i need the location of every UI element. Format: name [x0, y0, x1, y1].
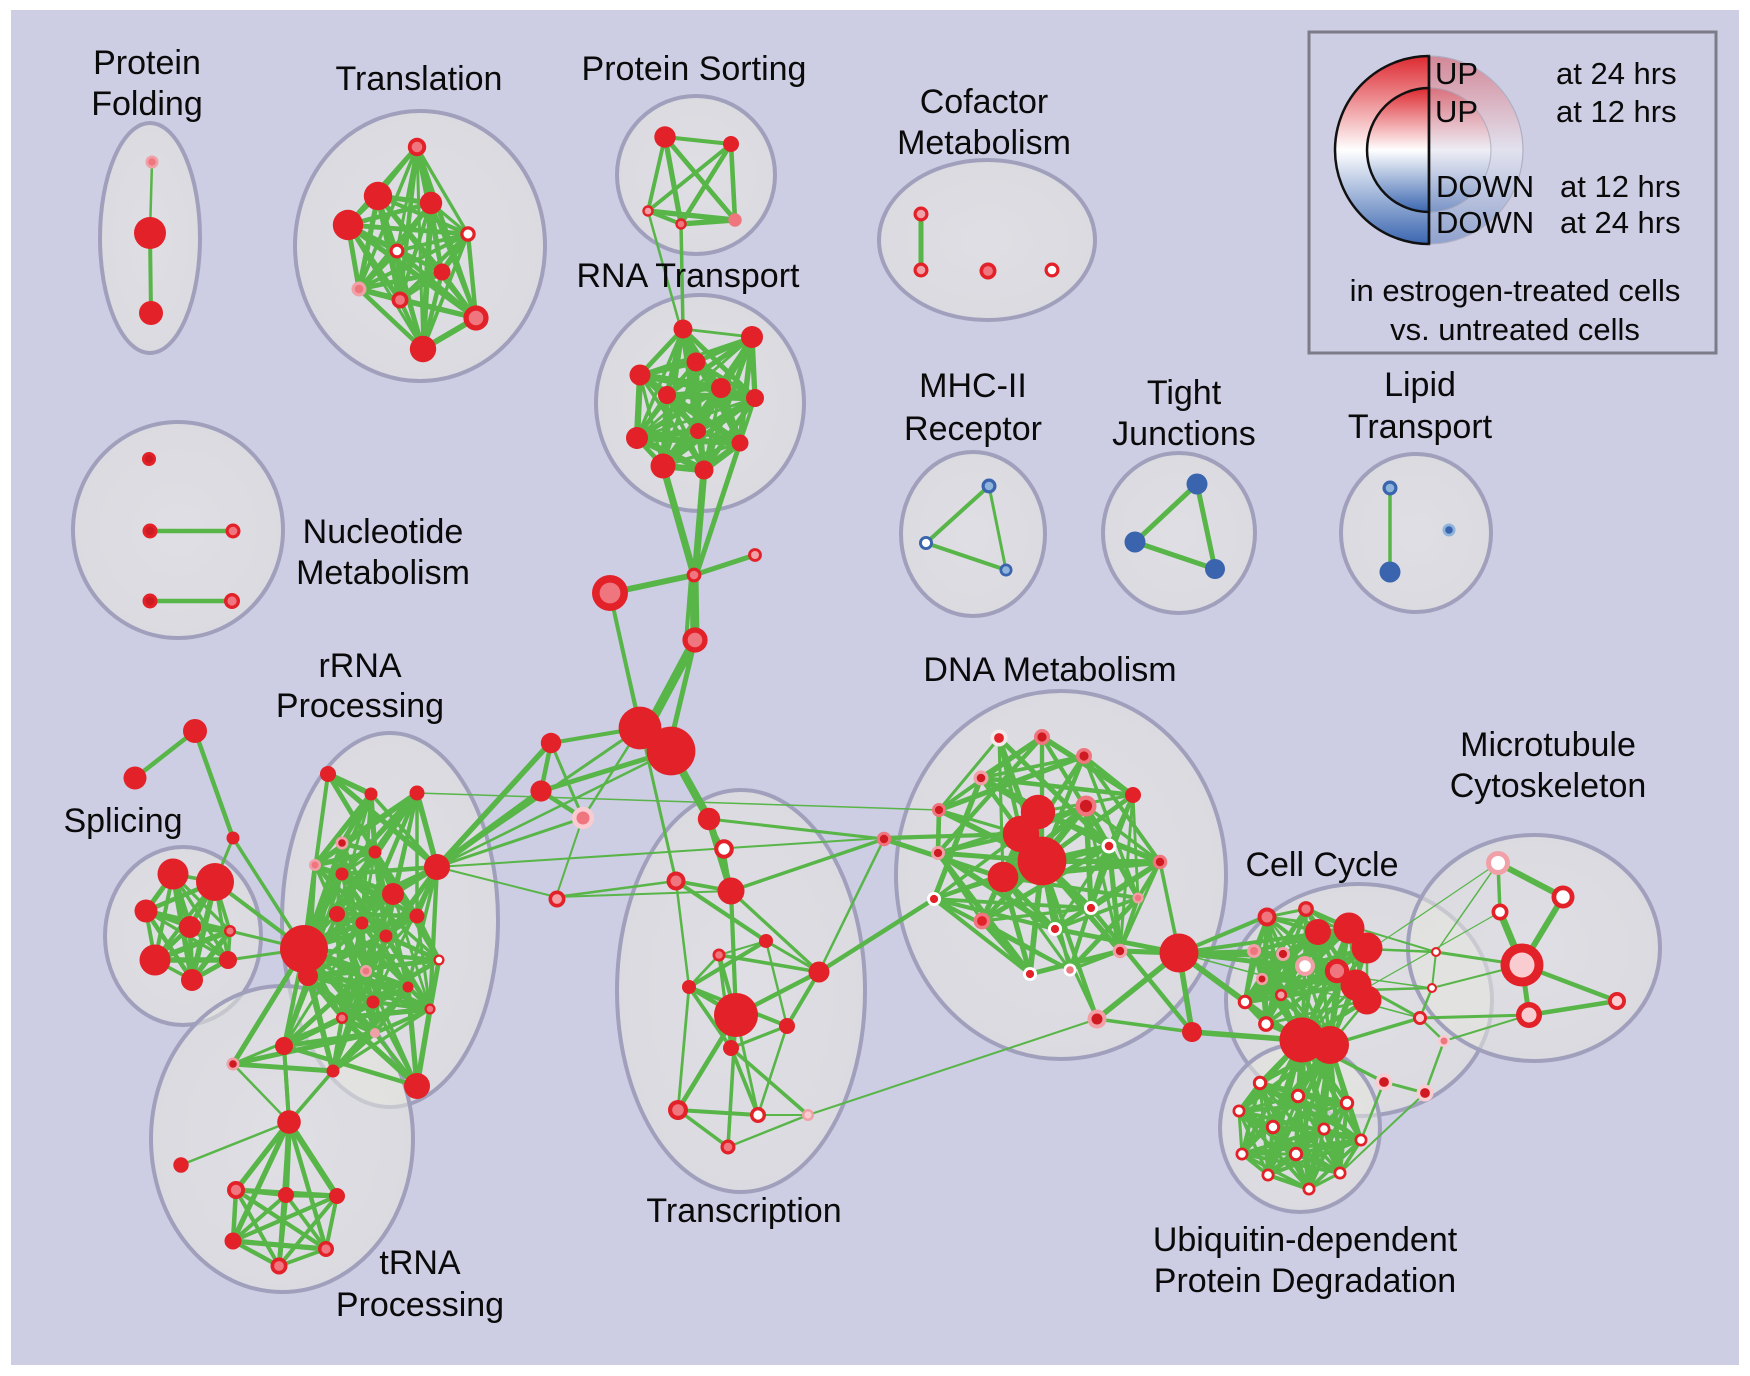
- svg-text:Processing: Processing: [336, 1286, 504, 1324]
- svg-text:Lipid: Lipid: [1384, 366, 1456, 404]
- svg-text:Metabolism: Metabolism: [897, 124, 1071, 162]
- svg-text:Ubiquitin-dependent: Ubiquitin-dependent: [1153, 1221, 1458, 1259]
- svg-text:tRNA: tRNA: [379, 1244, 461, 1282]
- svg-text:Protein Sorting: Protein Sorting: [582, 50, 807, 88]
- svg-text:in estrogen-treated cells: in estrogen-treated cells: [1350, 273, 1681, 308]
- svg-text:UP: UP: [1435, 94, 1478, 129]
- svg-text:Protein Degradation: Protein Degradation: [1154, 1262, 1456, 1300]
- svg-text:Receptor: Receptor: [904, 410, 1042, 448]
- svg-text:Protein: Protein: [93, 44, 201, 82]
- svg-text:vs. untreated cells: vs. untreated cells: [1390, 312, 1640, 347]
- svg-text:at 12 hrs: at 12 hrs: [1556, 94, 1677, 129]
- svg-text:at 24 hrs: at 24 hrs: [1556, 56, 1677, 91]
- svg-text:UP: UP: [1435, 56, 1478, 91]
- svg-text:at 12 hrs: at 12 hrs: [1560, 169, 1681, 204]
- svg-text:DOWN: DOWN: [1436, 169, 1534, 204]
- svg-text:Translation: Translation: [336, 60, 503, 98]
- svg-text:Folding: Folding: [91, 85, 203, 123]
- svg-text:DNA Metabolism: DNA Metabolism: [923, 651, 1176, 689]
- svg-text:Cytoskeleton: Cytoskeleton: [1450, 767, 1647, 805]
- svg-text:Splicing: Splicing: [63, 802, 182, 840]
- svg-text:Junctions: Junctions: [1112, 415, 1256, 453]
- svg-text:Transcription: Transcription: [646, 1192, 841, 1230]
- svg-text:Nucleotide: Nucleotide: [303, 513, 464, 551]
- svg-text:Microtubule: Microtubule: [1460, 726, 1636, 764]
- svg-text:Metabolism: Metabolism: [296, 554, 470, 592]
- svg-text:DOWN: DOWN: [1436, 205, 1534, 240]
- svg-text:MHC-II: MHC-II: [919, 367, 1027, 405]
- svg-text:Cofactor: Cofactor: [920, 83, 1049, 121]
- svg-text:Processing: Processing: [276, 687, 444, 725]
- svg-text:Tight: Tight: [1147, 374, 1222, 412]
- svg-text:Cell Cycle: Cell Cycle: [1245, 846, 1398, 884]
- svg-text:Transport: Transport: [1348, 408, 1493, 446]
- svg-text:rRNA: rRNA: [318, 647, 401, 685]
- svg-text:at 24 hrs: at 24 hrs: [1560, 205, 1681, 240]
- svg-text:RNA Transport: RNA Transport: [577, 257, 801, 295]
